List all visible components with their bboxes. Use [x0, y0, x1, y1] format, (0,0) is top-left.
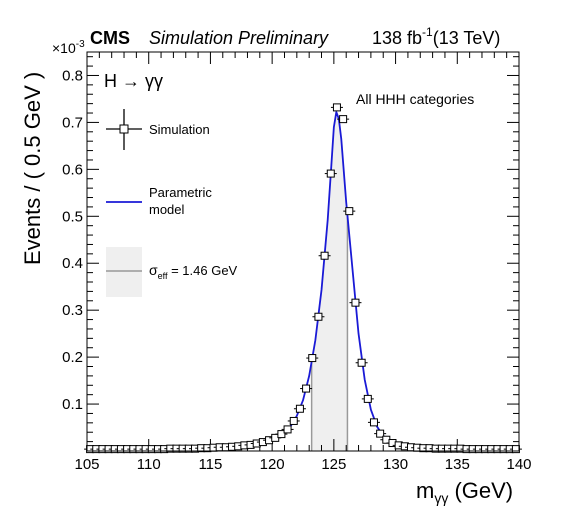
y-tick-label: 0.3 — [62, 302, 83, 319]
lumi-label: 138 fb-1(13 TeV) — [372, 25, 500, 48]
lumi-value: 138 fb — [372, 28, 422, 48]
legend-model-label-line2: model — [149, 202, 185, 217]
simulation-point — [363, 394, 372, 403]
ticks-layer — [86, 52, 520, 451]
simulation-point — [345, 207, 354, 216]
x-tick-label: 110 — [137, 456, 161, 473]
y-tick-label: 0.2 — [62, 349, 83, 366]
x-tick-label: 140 — [506, 456, 531, 473]
legend-simulation-marker — [106, 109, 142, 150]
simulation-point — [376, 429, 385, 438]
legend-sigma-value: = 1.46 GeV — [167, 263, 237, 278]
x-tick-label: 115 — [198, 456, 222, 473]
simulation-point — [295, 404, 304, 413]
simulation-point — [511, 445, 520, 454]
legend-band-swatch — [106, 247, 142, 297]
x-tick-label: 135 — [445, 456, 470, 473]
x-tick-label: 130 — [383, 456, 408, 473]
simulation-point — [332, 103, 341, 112]
legend-simulation-label: Simulation — [149, 122, 210, 137]
simulation-point — [326, 169, 335, 178]
simulation-point — [351, 298, 360, 307]
status-label: Simulation Preliminary — [149, 28, 329, 48]
model-curve-layer — [86, 111, 520, 451]
y-tick-label: 0.8 — [62, 67, 83, 84]
y-multiplier-exponent: -3 — [76, 39, 85, 50]
sigma-eff-band — [311, 113, 348, 451]
experiment-label: CMS — [90, 28, 130, 48]
simulation-point — [283, 425, 292, 434]
y-tick-label: 0.5 — [62, 208, 83, 225]
x-axis-title-sub: γγ — [434, 490, 448, 506]
legend-sigma-sub: eff — [158, 271, 168, 281]
simulation-point — [369, 418, 378, 427]
y-tick-labels: 0.1 0.2 0.3 0.4 0.5 0.6 0.7 0.8 — [62, 67, 83, 413]
x-tick-label: 120 — [260, 456, 285, 473]
simulation-point — [302, 384, 311, 393]
y-multiplier-base: ×10 — [52, 40, 76, 56]
simulation-point — [277, 430, 286, 439]
model-curve — [86, 111, 520, 451]
simulation-point — [308, 354, 317, 363]
sigma-eff-band-layer — [310, 113, 349, 451]
simulation-point — [314, 312, 323, 321]
y-axis-title: Events / ( 0.5 GeV ) — [20, 72, 45, 265]
x-tick-label: 105 — [74, 456, 99, 473]
simulation-points-layer — [84, 103, 522, 454]
simulation-point — [289, 416, 298, 425]
x-tick-labels: 105 110 115 120 125 130 135 140 — [74, 456, 531, 473]
simulation-point — [320, 251, 329, 260]
x-axis-title: mγγ (GeV) — [416, 478, 513, 506]
simulation-point — [357, 358, 366, 367]
legend-sigma-symbol: σ — [149, 262, 158, 278]
legend: Simulation Parametric model σeff = 1.46 … — [106, 109, 238, 297]
y-tick-label: 0.7 — [62, 114, 83, 131]
y-multiplier: ×10-3 — [52, 39, 85, 56]
legend-sigma-label: σeff = 1.46 GeV — [149, 262, 238, 281]
x-axis-title-unit: (GeV) — [448, 478, 513, 503]
x-tick-label: 125 — [321, 456, 346, 473]
legend-model-label-line1: Parametric — [149, 185, 212, 200]
y-tick-label: 0.1 — [62, 396, 83, 413]
lumi-exponent: -1 — [422, 25, 433, 39]
energy-label: (13 TeV) — [433, 28, 501, 48]
plot-frame — [86, 51, 520, 452]
category-label: All HHH categories — [356, 91, 474, 107]
y-tick-label: 0.6 — [62, 161, 83, 178]
x-axis-title-main: m — [416, 478, 434, 503]
y-tick-label: 0.4 — [62, 255, 83, 272]
process-label: H → γγ — [104, 71, 163, 91]
simulation-point — [339, 115, 348, 124]
